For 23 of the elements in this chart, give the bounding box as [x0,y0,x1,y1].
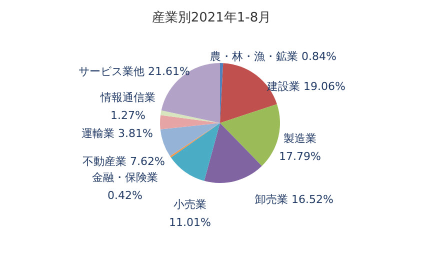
pie-slice [204,123,262,183]
data-label: 17.79% [279,150,321,164]
slice-label: 建設業 19.06% [266,80,346,94]
data-label: 11.01% [169,216,211,230]
slice-label: 不動産業 7.62% [82,155,165,168]
slice-label: 製造業 [284,132,316,146]
slice-label: 情報通信業 [100,91,156,104]
pie-slice [220,104,280,166]
slice-label: 農・林・漁・鉱業 0.84% [210,50,336,64]
chart-title: 産業別2021年1-8月 [152,10,272,26]
pie-slice [160,110,220,123]
pie-slice [160,123,220,156]
pie-slice [220,63,277,123]
slice-label: 小売業 [174,198,206,212]
slice-label: 運輸業 3.81% [82,127,153,140]
data-label: 1.27% [110,109,146,122]
data-label: 0.42% [108,189,142,202]
pie-slice [170,123,220,158]
slice-label: 卸売業 16.52% [255,193,334,206]
pie-slice [160,115,220,130]
slice-label: サービス業他 21.61% [78,65,190,78]
pie-slice [170,123,220,181]
slice-label: 金融・保険業 [92,171,158,184]
